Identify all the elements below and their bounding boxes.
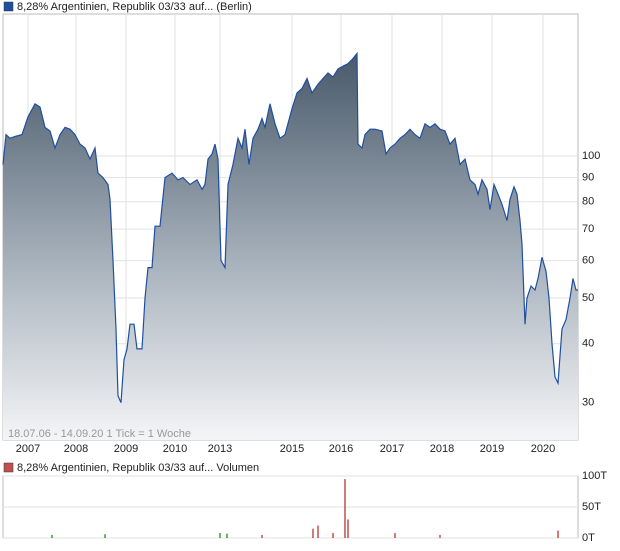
y-tick-label: 40 (582, 338, 594, 350)
volume-bar (394, 533, 396, 538)
volume-bar (312, 528, 314, 538)
x-tick-label: 2019 (480, 443, 504, 455)
x-tick-label: 2017 (380, 443, 404, 455)
legend-label: 8,28% Argentinien, Republik 03/33 auf...… (17, 1, 252, 13)
y-tick-label: 0T (582, 532, 595, 544)
volume-bar (104, 534, 106, 538)
legend-swatch (3, 462, 14, 473)
volume-bar (347, 519, 349, 538)
x-tick-label: 2009 (114, 443, 138, 455)
y-tick-label: 50 (582, 292, 594, 304)
x-tick-label: 2010 (163, 443, 187, 455)
y-tick-label: 100T (582, 470, 607, 482)
volume-bar (439, 534, 441, 538)
volume-bar (219, 533, 221, 538)
legend-swatch (3, 1, 14, 12)
y-tick-label: 50T (582, 501, 601, 513)
price-line (2, 51, 578, 403)
y-tick-label: 90 (582, 171, 594, 183)
y-tick-label: 60 (582, 255, 594, 267)
y-tick-label: 100 (582, 150, 600, 162)
x-tick-label: 2018 (430, 443, 454, 455)
y-tick-label: 70 (582, 223, 594, 235)
x-tick-label: 2007 (16, 443, 40, 455)
volume-bar (344, 479, 346, 538)
volume-bar (332, 533, 334, 538)
volume-bar (226, 533, 228, 538)
x-tick-label: 2008 (64, 443, 88, 455)
y-tick-label: 30 (582, 397, 594, 409)
legend-label: 8,28% Argentinien, Republik 03/33 auf...… (17, 462, 259, 474)
volume-bar (557, 530, 559, 538)
y-tick-label: 80 (582, 196, 594, 208)
volume-bar (317, 525, 319, 538)
x-tick-label: 2013 (208, 443, 232, 455)
area (3, 53, 578, 441)
footnote: 18.07.06 - 14.09.20 1 Tick = 1 Woche (8, 428, 191, 440)
volume-bar (51, 534, 53, 538)
volume-bar (261, 534, 263, 538)
x-tick-label: 2016 (329, 443, 353, 455)
x-tick-label: 2020 (531, 443, 555, 455)
x-tick-label: 2015 (280, 443, 304, 455)
